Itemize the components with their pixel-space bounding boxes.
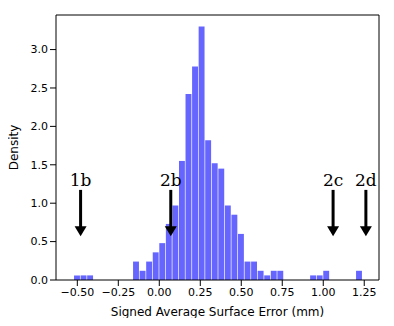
svg-text:Signed Average Surface Error (: Signed Average Surface Error (mm) <box>111 305 324 318</box>
svg-text:2.5: 2.5 <box>31 82 49 95</box>
svg-text:0.25: 0.25 <box>188 286 213 299</box>
svg-text:1.25: 1.25 <box>352 286 377 299</box>
svg-text:1.00: 1.00 <box>311 286 336 299</box>
svg-text:0.75: 0.75 <box>270 286 295 299</box>
svg-text:0.00: 0.00 <box>147 286 172 299</box>
svg-text:0.5: 0.5 <box>31 235 49 248</box>
svg-text:1b: 1b <box>70 170 92 190</box>
svg-text:2b: 2b <box>160 170 182 190</box>
svg-text:0.0: 0.0 <box>31 274 49 287</box>
svg-text:2c: 2c <box>323 170 343 190</box>
svg-text:1.5: 1.5 <box>31 159 49 172</box>
svg-text:Density: Density <box>8 125 21 171</box>
svg-text:2.0: 2.0 <box>31 120 49 133</box>
svg-text:3.0: 3.0 <box>31 43 49 56</box>
svg-text:1.0: 1.0 <box>31 197 49 210</box>
svg-text:2d: 2d <box>355 170 377 190</box>
svg-text:−0.25: −0.25 <box>101 286 135 299</box>
svg-text:0.50: 0.50 <box>229 286 254 299</box>
svg-text:−0.50: −0.50 <box>60 286 94 299</box>
